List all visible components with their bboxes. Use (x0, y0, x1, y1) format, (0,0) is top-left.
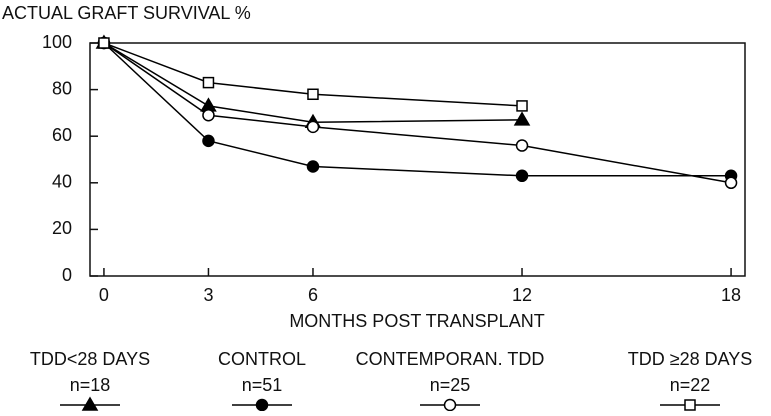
y-tick-label: 60 (52, 125, 72, 145)
legend-marker (255, 398, 269, 412)
data-point (98, 37, 110, 49)
plot-frame (89, 42, 746, 277)
legend-label: CONTEMPORAN. TDD (356, 349, 545, 369)
legend-n: n=25 (430, 375, 471, 395)
y-tick-label: 80 (52, 78, 72, 98)
data-point (306, 120, 320, 134)
x-tick-label: 12 (512, 285, 532, 305)
data-point (513, 111, 531, 126)
legend-marker (443, 398, 457, 412)
y-tick-label: 40 (52, 172, 72, 192)
series-line (103, 42, 732, 184)
legend-label: CONTROL (218, 349, 306, 369)
x-axis-label: MONTHS POST TRANSPLANT (289, 311, 544, 331)
legend-marker (81, 396, 99, 411)
data-point (516, 100, 528, 112)
data-point (724, 176, 738, 190)
x-tick-label: 6 (308, 285, 318, 305)
x-tick-label: 3 (203, 285, 213, 305)
data-point (202, 134, 215, 148)
data-point (306, 160, 320, 173)
data-point (515, 139, 529, 152)
legend-n: n=18 (70, 375, 111, 395)
x-tick-label: 18 (721, 285, 741, 305)
y-tick-label: 0 (62, 265, 72, 285)
series-line (103, 42, 523, 123)
legend-n: n=51 (242, 375, 283, 395)
y-tick-label: 20 (52, 218, 72, 238)
legend-label: TDD<28 DAYS (30, 349, 150, 369)
data-point (515, 169, 529, 183)
data-point (202, 108, 215, 122)
legend-n: n=22 (670, 375, 711, 395)
data-point (307, 88, 319, 101)
series-line (103, 42, 523, 107)
x-tick-label: 0 (99, 285, 109, 305)
y-tick-label: 100 (42, 32, 72, 52)
chart-title: ACTUAL GRAFT SURVIVAL % (2, 3, 251, 23)
data-point (202, 76, 215, 89)
series-line (103, 42, 732, 177)
legend-marker (684, 399, 696, 411)
legend-label: TDD ≥28 DAYS (628, 349, 753, 369)
